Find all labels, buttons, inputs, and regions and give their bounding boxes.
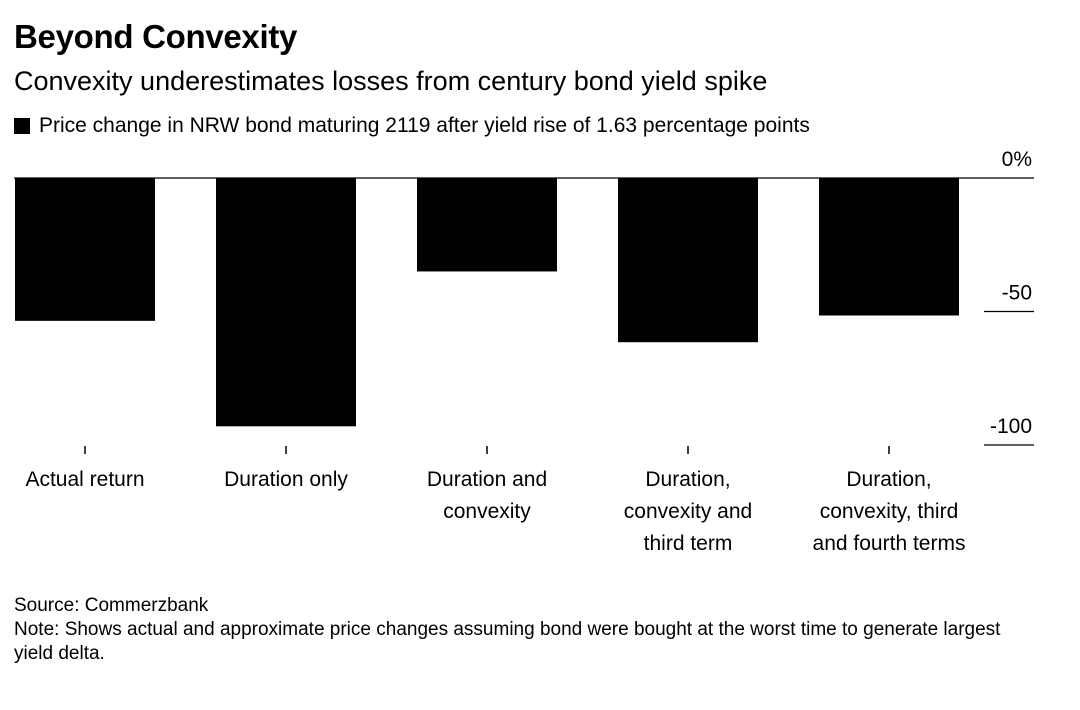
x-category-label: Duration only: [224, 468, 348, 491]
bar: [819, 178, 959, 316]
x-category-label: convexity, third: [820, 500, 959, 523]
x-category-label: Actual return: [25, 468, 144, 491]
x-category-label: Duration,: [846, 468, 931, 491]
y-tick-label: -50: [1002, 282, 1032, 305]
bar-chart: 0% -50 -100 Actual return Duration only Durat…: [14, 148, 1034, 555]
footer: Source: Commerzbank Note: Shows actual a…: [14, 594, 1024, 666]
x-category-label: third term: [644, 532, 733, 555]
x-category-label: convexity and: [624, 500, 752, 523]
bar: [417, 178, 557, 272]
bar: [15, 178, 155, 321]
x-category-label: convexity: [443, 500, 531, 523]
legend: Price change in NRW bond maturing 2119 a…: [14, 114, 810, 138]
chart-title: Beyond Convexity: [14, 18, 298, 55]
source-text: Source: Commerzbank: [14, 595, 209, 616]
x-category-label: and fourth terms: [813, 532, 966, 555]
bar: [216, 178, 356, 427]
x-category-label: Duration and: [427, 468, 547, 491]
legend-swatch: [14, 118, 30, 134]
x-category-label: Duration,: [645, 468, 730, 491]
chart-subtitle: Convexity underestimates losses from cen…: [14, 66, 768, 96]
bar: [618, 178, 758, 343]
y-tick-label: -100: [990, 415, 1032, 438]
note-text: Note: Shows actual and approximate price…: [14, 619, 1001, 664]
y-tick-label: 0%: [1002, 148, 1032, 171]
legend-label: Price change in NRW bond maturing 2119 a…: [39, 114, 810, 137]
